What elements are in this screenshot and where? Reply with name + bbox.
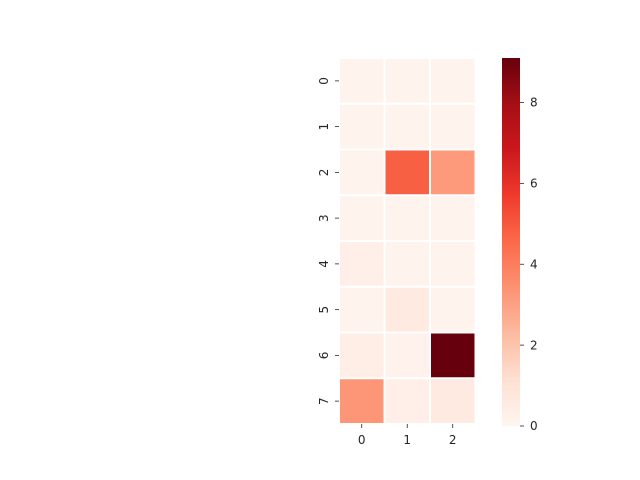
x-tick-label: 1: [403, 433, 411, 447]
heatmap-cell: [385, 333, 429, 378]
heatmap-cells: [340, 59, 475, 423]
heatmap-cell: [340, 104, 384, 149]
y-tick-label: 3: [317, 214, 331, 222]
y-tick-label: 2: [317, 169, 331, 177]
y-tick-label: 6: [317, 352, 331, 360]
heatmap-cell: [385, 379, 429, 423]
colorbar-tick-label: 6: [530, 177, 538, 191]
heatmap-cell: [431, 150, 475, 195]
colorbar-tick-label: 4: [530, 257, 538, 271]
colorbar-tick-label: 8: [530, 96, 538, 110]
colorbar-tick-label: 0: [530, 419, 538, 433]
heatmap-cell: [431, 104, 475, 149]
heatmap-cell: [385, 104, 429, 149]
heatmap-cell: [340, 287, 384, 332]
y-tick-label: 1: [317, 123, 331, 131]
heatmap-cell: [340, 242, 384, 286]
colorbar-tick-label: 2: [530, 338, 538, 352]
heatmap-cell: [340, 59, 384, 103]
heatmap-cell: [340, 333, 384, 378]
heatmap-cell: [431, 287, 475, 332]
heatmap-cell: [431, 379, 475, 423]
y-axis: 0 1 2 3 4 5 6 7: [317, 77, 339, 405]
heatmap-cell: [431, 333, 475, 378]
x-tick-label: 0: [358, 433, 366, 447]
heatmap-cell: [431, 196, 475, 240]
heatmap-cell: [385, 196, 429, 240]
heatmap-cell: [340, 379, 384, 423]
heatmap-cell: [385, 150, 429, 195]
heatmap-cell: [431, 59, 475, 103]
heatmap-cell: [385, 242, 429, 286]
x-axis: 0 1 2: [358, 424, 457, 447]
heatmap-cell: [431, 242, 475, 286]
heatmap-cell: [340, 150, 384, 195]
heatmap-cell: [385, 287, 429, 332]
y-tick-label: 5: [317, 306, 331, 314]
y-tick-label: 4: [317, 260, 331, 268]
x-tick-label: 2: [449, 433, 457, 447]
colorbar: [502, 58, 520, 426]
y-tick-label: 7: [317, 397, 331, 405]
colorbar-axis: 0 2 4 6 8: [520, 96, 538, 433]
heatmap-cell: [385, 59, 429, 103]
heatmap-cell: [340, 196, 384, 240]
y-tick-label: 0: [317, 77, 331, 85]
